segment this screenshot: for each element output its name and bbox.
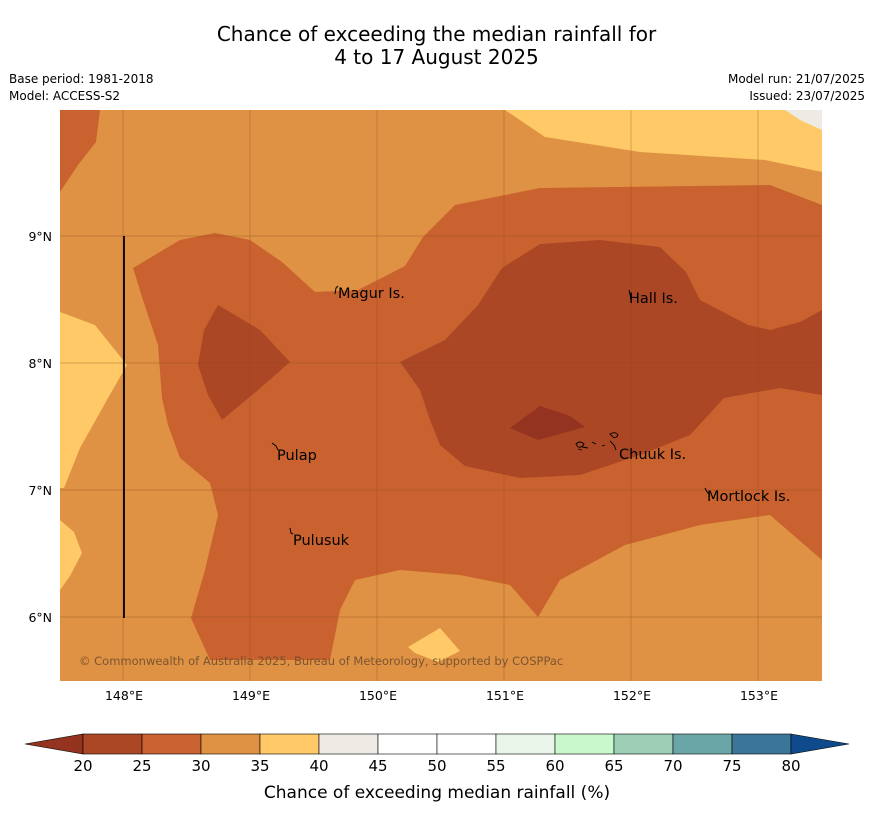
lon-label: 152°E <box>613 688 651 703</box>
colorbar-tick-label: 55 <box>486 757 505 775</box>
colorbar-cell <box>672 733 733 755</box>
colorbar-cell <box>436 733 497 755</box>
pulap-island-shape <box>271 442 279 451</box>
colorbar-cell <box>495 733 556 755</box>
band-20-25-west <box>198 305 290 420</box>
place-label-pulusuk: Pulusuk <box>293 533 350 549</box>
band-below-20 <box>510 406 585 440</box>
lat-axis: 9°N 8°N 7°N 6°N <box>28 229 52 625</box>
colorbar: 20 25 30 35 40 45 50 55 60 65 70 75 80 Chance of exc… <box>24 733 850 803</box>
place-label-chuuk: Chuuk Is. <box>619 447 686 463</box>
pulusuk-island-shape <box>289 527 294 535</box>
meta-right: Model run: 21/07/2025 Issued: 23/07/2025 <box>728 71 865 105</box>
colorbar-tick-label: 35 <box>250 757 269 775</box>
colorbar-tick-label: 80 <box>781 757 800 775</box>
lat-label: 9°N <box>28 229 52 244</box>
colorbar-tick-label: 40 <box>309 757 328 775</box>
colorbar-tick-label: 70 <box>663 757 682 775</box>
colorbar-cell <box>82 733 143 755</box>
lon-label: 149°E <box>232 688 270 703</box>
lat-label: 7°N <box>28 483 52 498</box>
colorbar-tick-label: 60 <box>545 757 564 775</box>
place-label-hall: Hall Is. <box>629 291 678 307</box>
colorbar-tick-label: 50 <box>427 757 446 775</box>
colorbar-tick-label: 30 <box>191 757 210 775</box>
lon-label: 151°E <box>486 688 524 703</box>
graticule <box>60 110 822 681</box>
colorbar-tick-label: 65 <box>604 757 623 775</box>
band-35-40-north <box>505 110 822 172</box>
chuuk-lagoon-shape <box>575 432 619 451</box>
lon-axis: 148°E 149°E 150°E 151°E 152°E 153°E <box>105 688 778 703</box>
lat-label: 8°N <box>28 356 52 371</box>
band-35-40-west <box>60 312 127 488</box>
colorbar-cell <box>200 733 261 755</box>
colorbar-cell <box>613 733 674 755</box>
band-25-30-nw <box>60 110 100 192</box>
colorbar-tick-label: 45 <box>368 757 387 775</box>
colorbar-cell <box>141 733 202 755</box>
map-title-line2: 4 to 17 August 2025 <box>334 45 539 69</box>
lon-label: 153°E <box>740 688 778 703</box>
colorbar-tick-label: 20 <box>73 757 92 775</box>
meta-left: Base period: 1981-2018 Model: ACCESS-S2 <box>9 71 154 105</box>
issued-date: Issued: 23/07/2025 <box>749 89 865 103</box>
model-run: Model run: 21/07/2025 <box>727 72 865 86</box>
mortlock-island-shape <box>704 487 711 496</box>
colorbar-overflow-arrow <box>790 733 850 755</box>
colorbar-cell <box>259 733 320 755</box>
band-35-40-south <box>408 628 460 662</box>
colorbar-cell <box>731 733 792 755</box>
hall-island-shape <box>628 289 632 301</box>
map-plot-area: Magur Is. Hall Is. Pulap Chuuk Is. Mortl… <box>60 110 822 681</box>
lon-label: 148°E <box>105 688 143 703</box>
base-period: Base period: 1981-2018 <box>9 72 154 86</box>
colorbar-label: Chance of exceeding median rainfall (%) <box>264 783 610 803</box>
copyright-notice: © Commonwealth of Australia 2025, Bureau… <box>79 654 563 668</box>
band-40-45-ne <box>785 110 822 130</box>
colorbar-cell <box>554 733 615 755</box>
lat-label: 6°N <box>28 610 52 625</box>
band-35-40-west2 <box>60 520 82 590</box>
colorbar-tick-label: 25 <box>132 757 151 775</box>
colorbar-underflow-arrow <box>24 733 84 755</box>
colorbar-cell <box>318 733 379 755</box>
map-title-line1: Chance of exceeding the median rainfall … <box>216 22 657 46</box>
colorbar-cell <box>377 733 438 755</box>
colorbar-tick-label: 75 <box>722 757 741 775</box>
place-label-magur: Magur Is. <box>338 286 405 302</box>
lon-label: 150°E <box>359 688 397 703</box>
magur-island-shape <box>334 285 339 295</box>
place-label-mortlock: Mortlock Is. <box>707 489 790 505</box>
band-20-25-east <box>400 240 822 478</box>
model-name: Model: ACCESS-S2 <box>9 89 121 103</box>
place-label-pulap: Pulap <box>277 448 317 464</box>
